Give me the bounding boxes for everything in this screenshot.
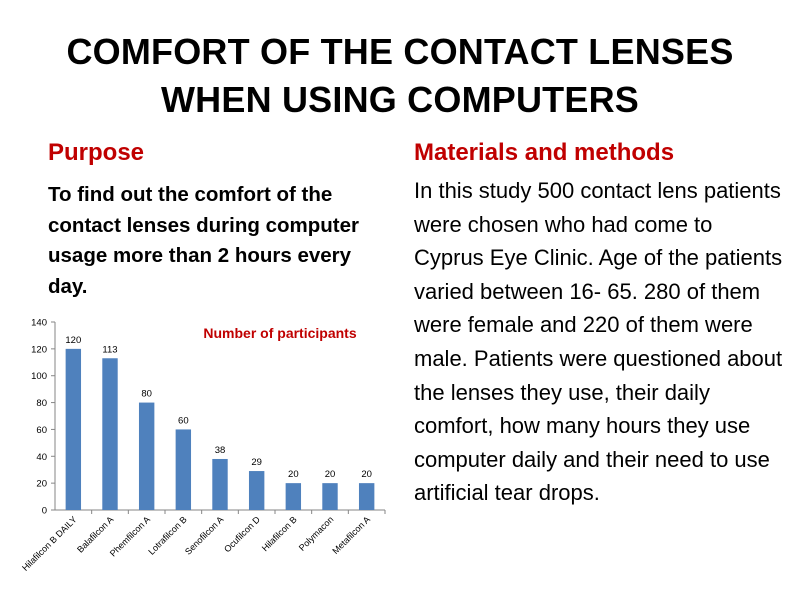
y-tick-label: 60 [36,425,47,436]
x-tick-label: Metafilcon A [330,514,372,556]
bar [175,429,192,510]
y-tick-label: 20 [36,479,47,490]
methods-heading: Materials and methods [414,139,675,166]
y-tick-label: 40 [36,452,47,463]
y-tick-label: 100 [31,371,47,382]
x-tick-label: Hilafilcon B DAILY [20,514,79,573]
bar [285,483,302,510]
bar [322,483,338,510]
data-label: 120 [65,335,81,346]
data-label: 60 [178,415,189,426]
y-tick-label: 0 [42,506,47,517]
methods-text: In this study 500 contact lens patients … [414,178,783,506]
data-label: 20 [325,469,336,480]
data-label: 29 [251,457,262,468]
x-tick-label: Polymacon [297,514,336,553]
y-tick-label: 140 [31,318,47,329]
y-tick-label: 120 [31,344,47,355]
chart-title: Number of participants [203,325,356,341]
title-line-1: COMFORT OF THE CONTACT LENSES [66,31,734,72]
data-label: 20 [361,469,372,480]
bars: 120 113 80 60 38 29 20 20 20 [65,335,375,510]
data-label: 113 [102,344,117,355]
data-label: 38 [215,445,226,456]
title-line-2: WHEN USING COMPUTERS [160,79,639,120]
data-label: 80 [141,389,152,400]
bar [138,402,155,510]
y-tick-label: 80 [36,398,47,409]
bar [358,483,375,510]
bar [212,458,228,510]
bar [102,358,118,510]
data-label: 20 [288,469,299,480]
purpose-text: To find out the comfort of the contact l… [48,183,359,298]
x-tick-label: Hilafilcon B [260,514,299,553]
bar [248,471,265,510]
bar [65,348,82,510]
x-tick-label: Ocufilcon D [222,514,262,554]
purpose-heading: Purpose [48,139,145,166]
x-tick-label: Senofilcon A [183,514,225,556]
slide-title: COMFORT OF THE CONTACT LENSES WHEN USING… [0,28,800,124]
